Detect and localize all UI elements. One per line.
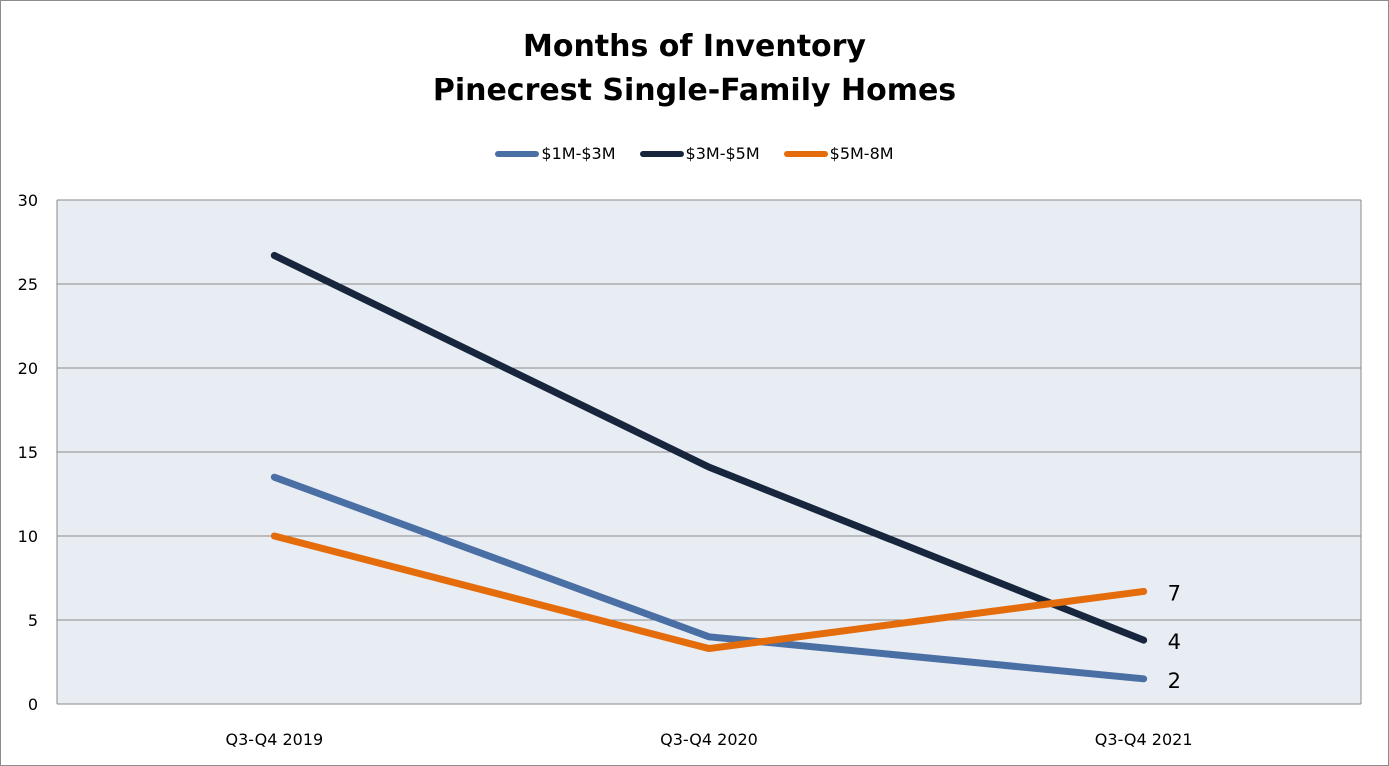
x-tick-label-1: Q3-Q4 2020 xyxy=(660,730,758,749)
y-tick-label-15: 15 xyxy=(18,443,38,462)
x-tick-label-2: Q3-Q4 2021 xyxy=(1095,730,1193,749)
chart-subtitle: Pinecrest Single-Family Homes xyxy=(432,73,957,108)
legend: $1M-$3M $3M-$5M $5M-8M xyxy=(0,144,1389,163)
legend-swatch-5m-8m xyxy=(783,150,828,157)
x-tick-label-0: Q3-Q4 2019 xyxy=(225,730,323,749)
y-tick-label-0: 0 xyxy=(28,695,38,714)
legend-label-3m-5m: $3M-$5M xyxy=(685,144,760,163)
y-tick-label-20: 20 xyxy=(18,359,38,378)
y-tick-label-10: 10 xyxy=(18,527,38,546)
legend-item-5m-8m: $5M-8M xyxy=(783,144,894,163)
legend-item-3m-5m: $3M-$5M xyxy=(639,144,760,163)
end-label-3m-5m: 4 xyxy=(1168,630,1181,654)
end-label-1m-3m: 2 xyxy=(1168,669,1181,693)
chart-title: Months of Inventory xyxy=(522,29,866,64)
legend-swatch-1m-3m xyxy=(495,150,540,157)
legend-label-1m-3m: $1M-$3M xyxy=(541,144,616,163)
y-tick-label-25: 25 xyxy=(18,275,38,294)
y-tick-label-30: 30 xyxy=(18,191,38,210)
legend-item-1m-3m: $1M-$3M xyxy=(495,144,616,163)
legend-swatch-3m-5m xyxy=(639,150,684,157)
y-tick-label-5: 5 xyxy=(28,611,38,630)
legend-label-5m-8m: $5M-8M xyxy=(829,144,894,163)
end-label-5m-8m: 7 xyxy=(1168,581,1181,605)
